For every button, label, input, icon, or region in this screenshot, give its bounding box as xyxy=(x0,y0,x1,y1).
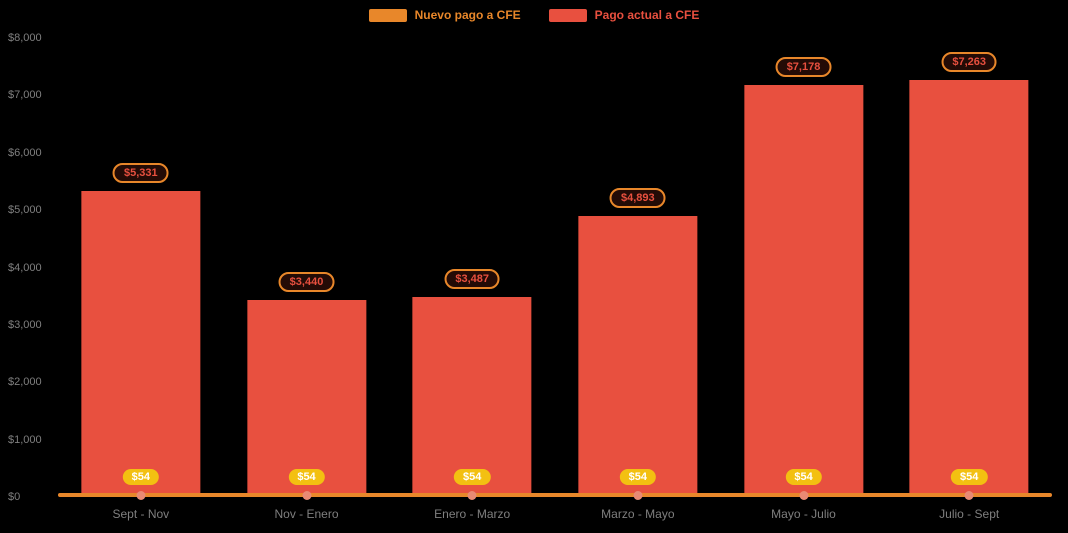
line-point-marker xyxy=(633,491,643,500)
chart-column: $4,893 $54 Marzo - Mayo xyxy=(555,38,721,521)
legend-label-nuevo-pago: Nuevo pago a CFE xyxy=(414,8,521,22)
chart-column: $3,440 $54 Nov - Enero xyxy=(224,38,390,521)
y-axis-tick-label: $7,000 xyxy=(8,89,42,102)
legend-swatch-nuevo-pago xyxy=(368,8,407,22)
bar-pago-actual: $7,263 xyxy=(909,52,1029,497)
x-axis-label: Julio - Sept xyxy=(939,507,1000,521)
line-value-label: $54 xyxy=(288,469,325,485)
bar-value-label: $7,178 xyxy=(775,57,832,78)
bar-value-label: $3,487 xyxy=(444,268,500,289)
bar-pago-actual: $3,440 xyxy=(246,271,367,497)
y-axis: $0 $1,000 $2,000 $3,000 $4,000 $5,000 $6,000 $7… xyxy=(8,32,58,503)
line-value-label: $54 xyxy=(785,469,822,485)
line-point-marker xyxy=(136,491,146,500)
plot-area: $5,331 $54 Sept - Nov $3,440 $54 Nov - Enero $… xyxy=(58,38,1052,521)
line-value-label: $54 xyxy=(619,469,657,485)
y-axis-tick-label: $6,000 xyxy=(8,146,42,159)
legend-item-pago-actual[interactable]: Pago actual a CFE xyxy=(548,8,700,22)
bar-pago-actual: $7,178 xyxy=(743,57,864,497)
y-axis-tick-label: $0 xyxy=(8,491,21,503)
line-point-marker xyxy=(467,491,477,500)
line-value-label: $54 xyxy=(951,469,988,485)
line-point-marker xyxy=(302,491,311,500)
bar-pago-actual: $4,893 xyxy=(578,188,698,497)
y-axis-tick-label: $1,000 xyxy=(8,433,42,446)
legend-item-nuevo-pago[interactable]: Nuevo pago a CFE xyxy=(368,8,521,22)
legend-label-pago-actual: Pago actual a CFE xyxy=(594,8,700,22)
chart-column: $3,487 $54 Enero - Marzo xyxy=(389,38,555,521)
x-axis-label: Enero - Marzo xyxy=(434,507,511,521)
y-axis-tick-label: $3,000 xyxy=(8,318,42,331)
line-value-label: $54 xyxy=(122,469,160,485)
line-value-label: $54 xyxy=(453,469,491,485)
legend-swatch-pago-actual xyxy=(548,8,587,22)
bar-pago-actual: $5,331 xyxy=(81,163,201,497)
y-axis-tick-label: $8,000 xyxy=(8,32,42,44)
bar-value-label: $4,893 xyxy=(610,188,666,209)
x-axis-label: Mayo - Julio xyxy=(771,507,836,521)
line-point-marker xyxy=(964,491,974,500)
bar-value-label: $3,440 xyxy=(278,271,335,292)
bar-pago-actual: $3,487 xyxy=(412,268,532,497)
bar-columns: $5,331 $54 Sept - Nov $3,440 $54 Nov - Enero $… xyxy=(58,38,1052,521)
y-axis-tick-label: $4,000 xyxy=(8,261,42,274)
x-axis-label: Nov - Enero xyxy=(274,507,339,521)
legend: Nuevo pago a CFE Pago actual a CFE xyxy=(0,8,1068,22)
chart-column: $5,331 $54 Sept - Nov xyxy=(58,38,224,521)
chart-column: $7,263 $54 Julio - Sept xyxy=(886,38,1052,521)
line-point-marker xyxy=(799,491,809,500)
y-axis-tick-label: $5,000 xyxy=(8,204,42,217)
x-axis-label: Marzo - Mayo xyxy=(601,507,675,521)
bar-value-label: $5,331 xyxy=(113,163,169,184)
line-series-nuevo-pago xyxy=(58,493,1052,497)
x-axis-label: Sept - Nov xyxy=(112,507,170,521)
y-axis-tick-label: $2,000 xyxy=(8,376,42,389)
chart-column: $7,178 $54 Mayo - Julio xyxy=(721,38,887,521)
bar-value-label: $7,263 xyxy=(941,52,998,73)
